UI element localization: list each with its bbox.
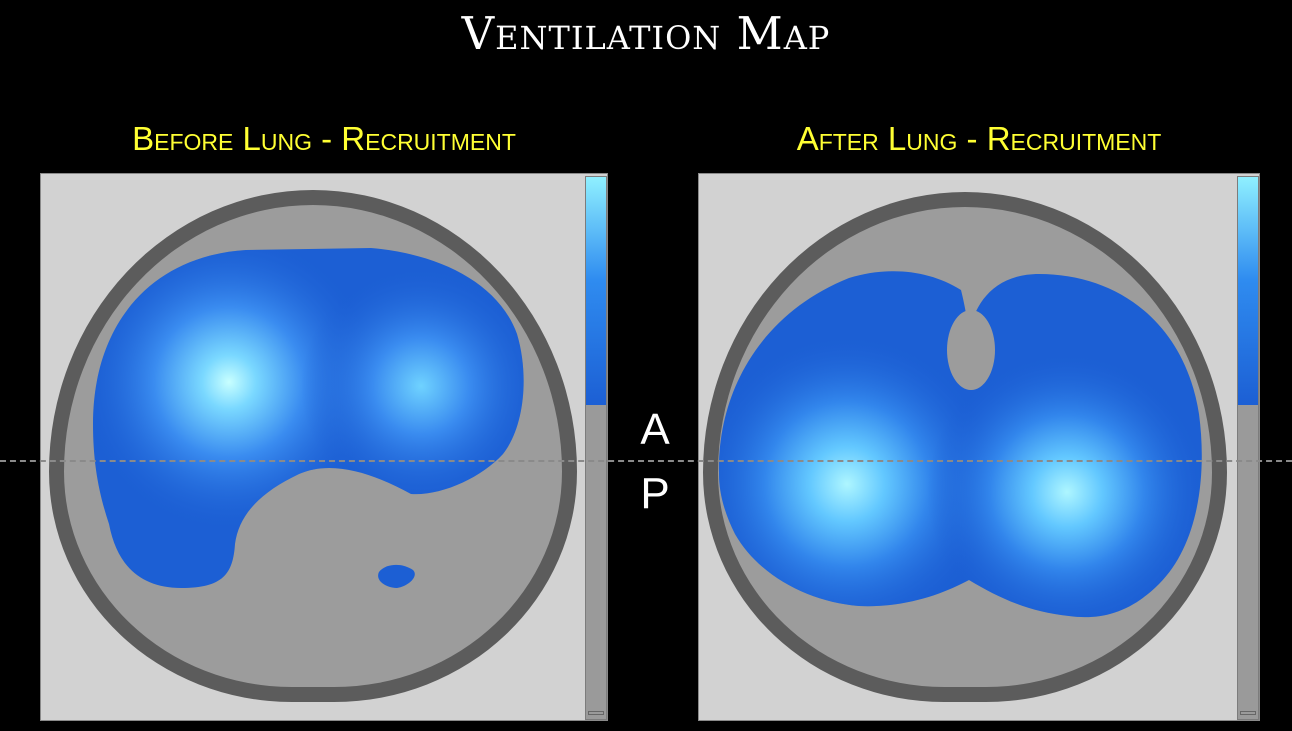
lung-region-before	[93, 248, 524, 588]
scale-handle	[588, 711, 604, 715]
ventilation-map-after	[718, 271, 1202, 618]
before-recruitment-title: Before Lung - Recruitment	[132, 120, 516, 157]
posterior-label: P	[640, 469, 670, 518]
scale-handle	[1240, 711, 1256, 715]
intensity-scale-fill	[1238, 177, 1258, 405]
after-recruitment-title: After Lung - Recruitment	[796, 120, 1162, 157]
ventilation-map-before	[93, 248, 524, 588]
after-recruitment-panel	[698, 173, 1260, 721]
intensity-scale-fill	[586, 177, 606, 405]
anterior-label: A	[640, 405, 670, 454]
before-recruitment-panel	[40, 173, 608, 721]
lung-region-after	[718, 271, 1202, 618]
anterior-posterior-divider	[0, 460, 1292, 462]
intensity-scale-bar	[585, 176, 607, 720]
page-title: Ventilation Map	[461, 7, 831, 60]
heart-gap	[947, 310, 995, 390]
intensity-scale-bar	[1237, 176, 1259, 720]
